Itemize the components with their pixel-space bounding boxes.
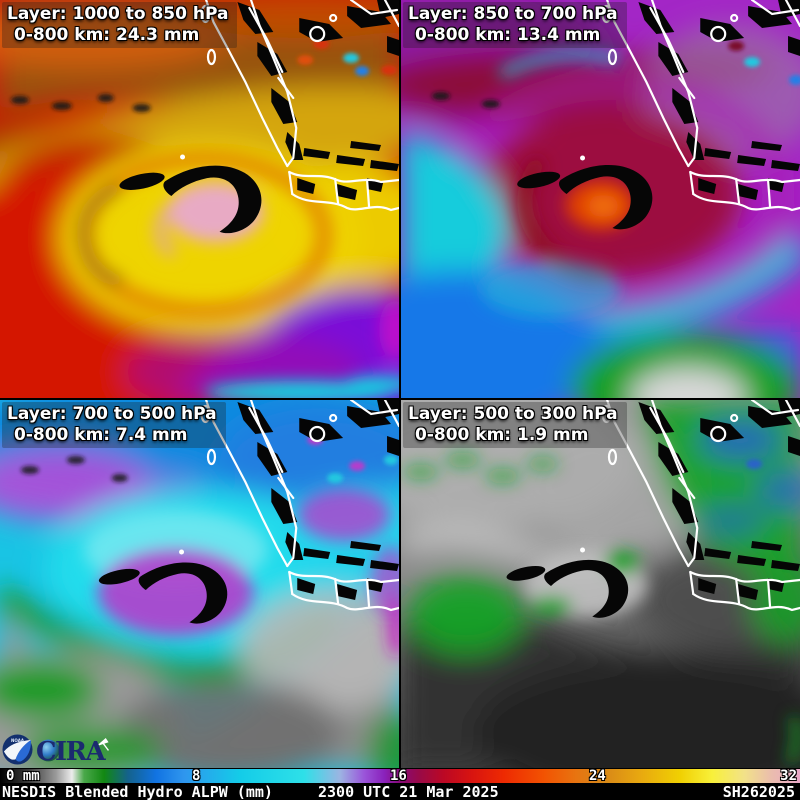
panel-850-700-hpa: Layer: 850 to 700 hPa 0-800 km: 13.4 mm <box>401 0 800 398</box>
agency-logos: NOAA CIRA <box>2 734 118 765</box>
panel-700-500-hpa: Layer: 700 to 500 hPa 0-800 km: 7.4 mm <box>0 400 399 768</box>
alpw-imagery-500-300 <box>401 400 800 768</box>
satellite-dish-icon <box>98 738 109 751</box>
noaa-logo: NOAA <box>2 734 33 765</box>
panel-500-300-hpa: Layer: 500 to 300 hPa 0-800 km: 1.9 mm <box>401 400 800 768</box>
noaa-logo-text: NOAA <box>11 738 25 743</box>
product-info-bar: NESDIS Blended Hydro ALPW (mm) 2300 UTC … <box>0 783 800 800</box>
panel-label-box: Layer: 500 to 300 hPa 0-800 km: 1.9 mm <box>403 402 627 449</box>
alpw-colorbar: 0 mm 8 16 24 32 <box>0 768 800 784</box>
panel-layer-label: Layer: 700 to 500 hPa <box>7 404 217 424</box>
panel-label-box: Layer: 1000 to 850 hPa 0-800 km: 24.3 mm <box>2 2 238 49</box>
panel-value-label: 0-800 km: 24.3 mm <box>14 24 200 45</box>
colorbar-tick-0: 0 mm <box>6 768 40 784</box>
panel-layer-label: Layer: 500 to 300 hPa <box>408 404 618 424</box>
panel-1000-850-hpa: Layer: 1000 to 850 hPa 0-800 km: 24.3 mm <box>0 0 399 398</box>
cira-logo-text: CIRA <box>36 737 107 764</box>
alpw-imagery-1000-850 <box>0 0 399 398</box>
colorbar-tick-32: 32 <box>780 768 797 784</box>
panel-layer-label: Layer: 850 to 700 hPa <box>408 4 618 24</box>
panel-value-label: 0-800 km: 1.9 mm <box>415 424 589 445</box>
cira-logo: CIRA <box>36 737 109 764</box>
panel-label-box: Layer: 700 to 500 hPa 0-800 km: 7.4 mm <box>2 402 226 449</box>
valid-time-label: 2300 UTC 21 Mar 2025 <box>318 783 499 800</box>
alpw-imagery-700-500 <box>0 400 399 768</box>
colorbar-tick-24: 24 <box>589 768 606 784</box>
colorbar-tick-8: 8 <box>192 768 201 784</box>
panel-layer-label: Layer: 1000 to 850 hPa <box>7 4 229 24</box>
panel-value-label: 0-800 km: 13.4 mm <box>415 24 601 45</box>
panel-value-label: 0-800 km: 7.4 mm <box>14 424 188 445</box>
product-title: NESDIS Blended Hydro ALPW (mm) <box>2 783 273 800</box>
alpw-imagery-850-700 <box>401 0 800 398</box>
panel-label-box: Layer: 850 to 700 hPa 0-800 km: 13.4 mm <box>403 2 627 49</box>
colorbar-tick-16: 16 <box>390 768 407 784</box>
storm-id-label: SH262025 <box>722 783 795 800</box>
